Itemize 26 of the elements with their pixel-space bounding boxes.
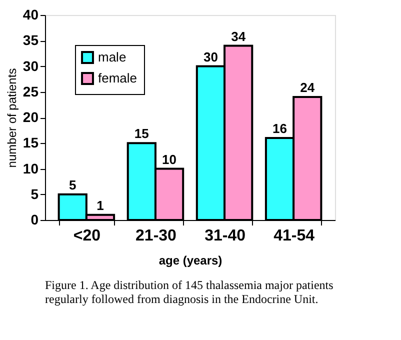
data-label: 15	[134, 126, 149, 142]
data-label: 10	[162, 152, 177, 167]
y-tick-label: 40	[22, 6, 39, 22]
y-tick-label: 35	[22, 32, 39, 48]
y-tick-label: 10	[22, 160, 39, 176]
x-axis-title: age (years)	[158, 254, 222, 268]
y-tick-label: 5	[30, 186, 39, 202]
y-tick-label: 15	[22, 134, 39, 151]
y-tick-label: 25	[22, 83, 39, 100]
data-label: 34	[231, 28, 246, 44]
x-tick-label: 21-30	[136, 228, 177, 244]
legend-label: female	[98, 70, 138, 86]
y-axis-title: number of patients	[4, 68, 19, 168]
data-label: 1	[96, 198, 104, 213]
y-tick-label: 20	[22, 109, 39, 125]
data-label: 30	[203, 49, 218, 64]
x-tick-label: 31-40	[204, 228, 246, 244]
data-label: 16	[272, 121, 287, 136]
caption: Figure 1. Age distribution of 145 thalassemia major patients regularly followed from diagnosis in the Endocrine Unit.	[45, 278, 334, 306]
y-tick-label: 30	[22, 58, 39, 74]
y-tick-label: 0	[30, 212, 39, 228]
x-tick-label: 41-54	[274, 228, 315, 244]
legend-label: male	[98, 50, 126, 64]
data-label: 24	[300, 80, 316, 95]
x-tick-label: <20	[73, 228, 101, 244]
data-label: 5	[69, 177, 76, 192]
